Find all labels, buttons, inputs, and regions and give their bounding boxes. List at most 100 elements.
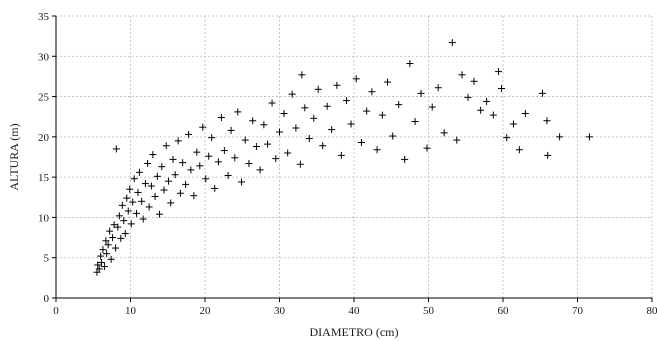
data-point xyxy=(301,104,309,112)
data-point xyxy=(378,111,386,119)
data-point xyxy=(162,142,170,150)
data-point xyxy=(448,39,456,47)
data-point xyxy=(106,227,114,235)
data-point xyxy=(319,142,327,150)
data-point xyxy=(164,177,172,185)
data-point xyxy=(495,68,503,76)
data-point xyxy=(264,140,272,148)
x-tick-label: 20 xyxy=(200,305,212,317)
x-tick-label: 80 xyxy=(647,305,657,317)
data-point xyxy=(156,210,164,218)
data-point xyxy=(585,133,593,141)
data-point xyxy=(292,124,300,132)
data-point xyxy=(107,255,115,263)
data-point xyxy=(498,85,506,93)
data-point xyxy=(114,223,122,231)
x-tick-label: 30 xyxy=(274,305,286,317)
data-point xyxy=(174,137,182,145)
axes xyxy=(52,15,653,302)
data-point xyxy=(179,159,187,167)
data-point xyxy=(100,263,108,271)
data-point xyxy=(99,246,107,254)
data-point xyxy=(115,212,123,220)
data-point xyxy=(130,175,138,183)
data-point xyxy=(144,159,152,167)
data-point xyxy=(543,117,551,125)
data-point xyxy=(97,259,105,267)
y-tick-label: 5 xyxy=(44,253,50,265)
y-axis-title: ALTURA (m) xyxy=(7,123,21,190)
data-point xyxy=(126,185,134,193)
x-axis-title: DIAMETRO (cm) xyxy=(310,325,399,339)
data-point xyxy=(231,154,239,162)
y-tick-label: 15 xyxy=(38,172,50,184)
data-point xyxy=(160,186,168,194)
data-point xyxy=(95,265,103,273)
data-point xyxy=(123,194,131,202)
data-point xyxy=(276,128,283,136)
data-point xyxy=(538,89,546,97)
data-point xyxy=(556,133,564,141)
data-point xyxy=(145,203,153,211)
data-point xyxy=(305,134,313,142)
data-point xyxy=(149,151,157,159)
x-tick-label: 60 xyxy=(498,305,510,317)
data-point xyxy=(483,97,491,105)
data-point xyxy=(141,180,149,188)
data-point xyxy=(196,162,204,170)
data-point xyxy=(234,108,242,116)
data-point xyxy=(328,126,336,134)
data-point xyxy=(112,145,120,153)
data-point xyxy=(368,88,376,96)
data-point xyxy=(110,221,118,229)
data-point xyxy=(489,111,497,119)
data-point xyxy=(323,102,331,110)
data-point xyxy=(109,234,117,242)
data-point xyxy=(127,220,135,228)
y-tick-label: 35 xyxy=(38,11,50,23)
data-point xyxy=(205,152,213,160)
data-point xyxy=(187,166,195,174)
data-point xyxy=(477,106,485,114)
data-points xyxy=(93,39,593,276)
y-tick-label: 25 xyxy=(38,92,50,104)
data-point xyxy=(117,234,125,242)
data-point xyxy=(199,123,207,131)
data-point xyxy=(132,209,140,217)
data-point xyxy=(298,71,306,79)
data-point xyxy=(428,103,436,111)
data-point xyxy=(94,261,102,269)
data-point xyxy=(357,138,365,146)
y-tick-label: 0 xyxy=(44,293,50,305)
data-point xyxy=(503,134,511,142)
data-point xyxy=(211,184,219,192)
data-point xyxy=(453,136,461,144)
x-tick-label: 10 xyxy=(125,305,137,317)
data-point xyxy=(521,109,529,117)
data-point xyxy=(147,182,155,190)
data-point xyxy=(102,237,110,245)
data-point xyxy=(343,97,351,105)
data-point xyxy=(176,189,184,197)
data-point xyxy=(151,192,159,200)
data-point xyxy=(440,129,448,137)
data-point xyxy=(464,93,472,101)
data-point xyxy=(333,81,341,89)
data-point xyxy=(256,166,264,174)
data-point xyxy=(434,84,442,92)
data-point xyxy=(284,149,292,157)
data-point xyxy=(171,171,179,179)
y-tick-label: 10 xyxy=(38,212,50,224)
data-point xyxy=(423,144,431,152)
data-point xyxy=(296,160,304,168)
data-point xyxy=(185,130,193,138)
data-point xyxy=(135,168,143,176)
data-point xyxy=(124,207,132,215)
data-point xyxy=(241,136,249,144)
data-point xyxy=(389,132,397,140)
data-point xyxy=(337,151,345,159)
data-point xyxy=(406,60,414,68)
data-point xyxy=(238,178,246,186)
data-point xyxy=(249,117,257,125)
